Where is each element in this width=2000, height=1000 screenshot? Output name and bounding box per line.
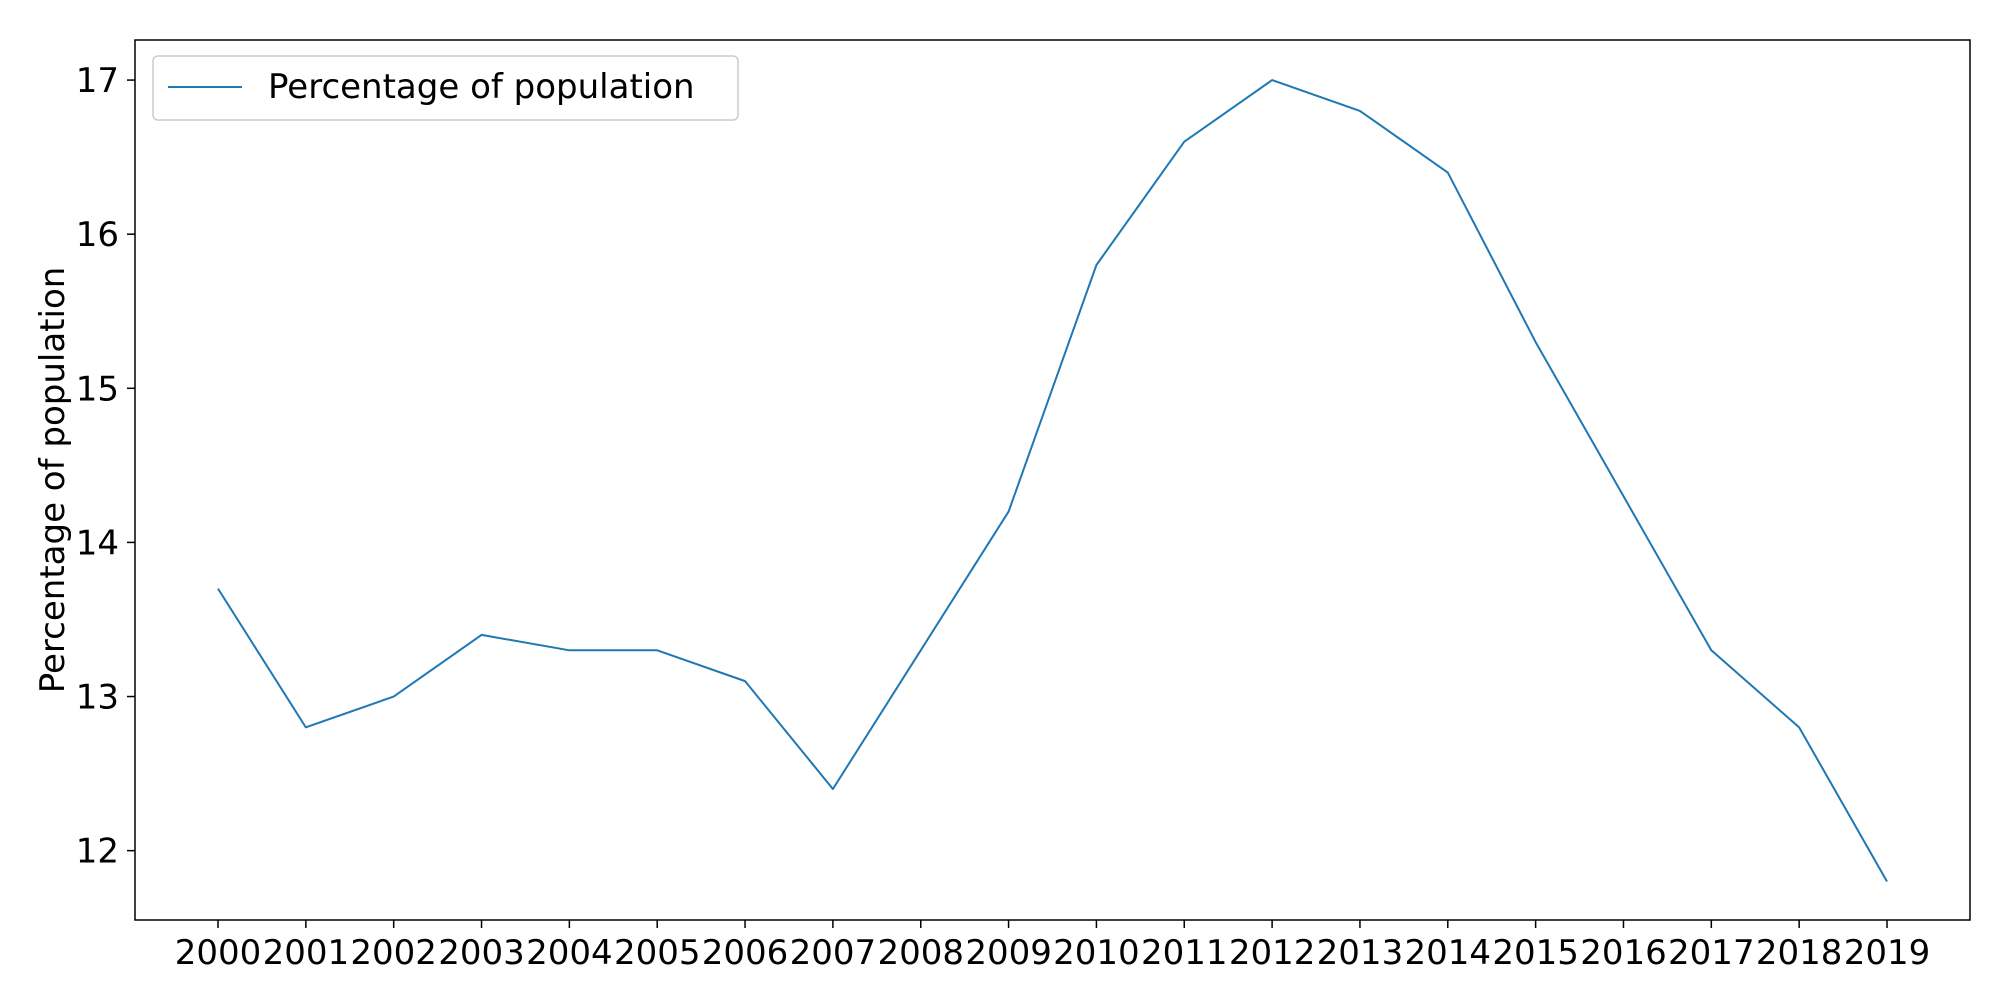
x-tick-label: 2013 [1317,933,1404,973]
x-tick-label: 2006 [702,933,789,973]
x-tick-label: 2019 [1844,933,1931,973]
x-tick-label: 2012 [1229,933,1316,973]
x-tick-label: 2002 [350,933,437,973]
x-tick-label: 2011 [1141,933,1228,973]
x-tick-label: 2007 [790,933,877,973]
legend: Percentage of population [152,55,739,121]
series-line [217,79,1888,882]
x-tick-label: 2009 [965,933,1052,973]
y-tick-label: 15 [76,369,119,409]
y-tick-label: 13 [76,678,119,718]
y-axis-label: Percentage of population [33,267,73,694]
legend-box [152,55,739,121]
x-tick-label: 2016 [1580,933,1667,973]
x-tick-label: 2015 [1492,933,1579,973]
x-tick-label: 2000 [175,933,262,973]
y-tick-label: 16 [76,215,119,255]
x-tick-label: 2010 [1053,933,1140,973]
y-tick-label: 12 [76,832,119,872]
plot-area-frame [134,39,1971,921]
x-tick-label: 2003 [438,933,525,973]
ticks-layer: 2000 2001 2002 2003 2004 2005 2006 2007 2008 2009… [76,61,1931,973]
series-layer [217,79,1888,882]
y-tick-label: 17 [76,61,119,101]
y-tick-label: 14 [76,523,119,563]
legend-label: Percentage of population [268,67,695,107]
x-tick-label: 2005 [614,933,701,973]
x-tick-label: 2017 [1668,933,1755,973]
x-tick-label: 2001 [263,933,350,973]
x-tick-label: 2018 [1756,933,1843,973]
x-tick-label: 2004 [526,933,613,973]
x-tick-label: 2014 [1405,933,1492,973]
x-tick-label: 2008 [877,933,964,973]
